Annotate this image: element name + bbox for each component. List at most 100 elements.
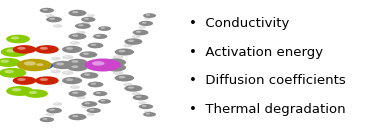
Circle shape [78,96,82,98]
Text: •  Diffusion coefficients: • Diffusion coefficients [189,74,346,87]
Circle shape [12,76,36,85]
Circle shape [62,77,82,84]
Circle shape [53,102,62,106]
Circle shape [53,70,56,72]
Circle shape [85,58,121,72]
Circle shape [56,63,64,65]
Circle shape [68,33,87,40]
Circle shape [72,92,78,94]
Circle shape [0,68,26,78]
Circle shape [84,18,89,20]
Circle shape [12,88,21,92]
Circle shape [144,110,151,113]
Circle shape [142,22,147,24]
Circle shape [139,104,153,109]
Circle shape [47,15,50,16]
Circle shape [113,55,124,59]
Circle shape [68,10,87,16]
Circle shape [72,86,76,87]
Circle shape [6,49,16,53]
Circle shape [53,57,56,59]
Circle shape [81,72,98,79]
Circle shape [140,102,143,103]
Circle shape [83,53,89,55]
Text: •  Thermal degradation: • Thermal degradation [189,103,346,116]
Circle shape [40,78,48,81]
Circle shape [125,44,129,46]
Circle shape [143,13,156,18]
Circle shape [85,102,90,104]
Circle shape [6,35,30,43]
Circle shape [109,65,116,68]
Circle shape [64,72,68,73]
Circle shape [70,41,80,45]
Circle shape [88,15,91,16]
Circle shape [87,14,95,17]
Circle shape [146,113,150,115]
Circle shape [71,60,79,63]
Circle shape [118,50,125,52]
Circle shape [134,35,137,37]
Circle shape [51,57,61,60]
Circle shape [72,34,78,37]
Circle shape [143,112,156,117]
Circle shape [115,72,119,73]
Circle shape [24,89,48,98]
Circle shape [1,47,28,57]
Circle shape [98,99,111,104]
Circle shape [125,83,129,85]
Text: •  Conductivity: • Conductivity [189,17,290,30]
Circle shape [17,61,37,69]
Circle shape [76,96,86,99]
Circle shape [40,8,54,13]
Circle shape [128,86,134,89]
Circle shape [62,46,82,53]
Circle shape [47,113,50,115]
Circle shape [66,47,73,50]
Circle shape [144,17,151,20]
Circle shape [72,42,76,43]
Circle shape [67,64,88,71]
Circle shape [146,111,148,112]
Circle shape [71,65,79,68]
Circle shape [70,85,80,89]
Circle shape [104,64,126,72]
Circle shape [35,76,59,85]
Circle shape [109,60,116,63]
Circle shape [124,38,143,45]
Circle shape [32,62,53,70]
Circle shape [12,45,36,54]
Circle shape [93,34,107,39]
Circle shape [67,59,88,66]
Circle shape [118,76,125,78]
Circle shape [83,106,86,107]
Circle shape [17,47,26,50]
Circle shape [91,83,96,85]
Circle shape [24,61,36,66]
Circle shape [136,96,141,98]
Circle shape [146,17,148,18]
Circle shape [98,26,111,31]
Circle shape [68,90,87,97]
Circle shape [49,109,55,111]
Circle shape [64,56,68,57]
Circle shape [93,91,107,96]
Circle shape [49,18,55,20]
Circle shape [81,22,90,25]
Circle shape [132,35,141,38]
Circle shape [72,115,78,117]
Circle shape [101,100,105,102]
Circle shape [139,21,153,26]
Circle shape [83,22,86,24]
Circle shape [35,45,59,54]
Circle shape [75,23,91,29]
Circle shape [146,14,150,16]
Circle shape [21,63,28,65]
Circle shape [92,61,104,66]
Circle shape [78,24,84,26]
Circle shape [87,108,101,113]
Circle shape [89,109,94,111]
Circle shape [17,78,26,81]
Circle shape [40,47,48,50]
Circle shape [81,101,97,107]
